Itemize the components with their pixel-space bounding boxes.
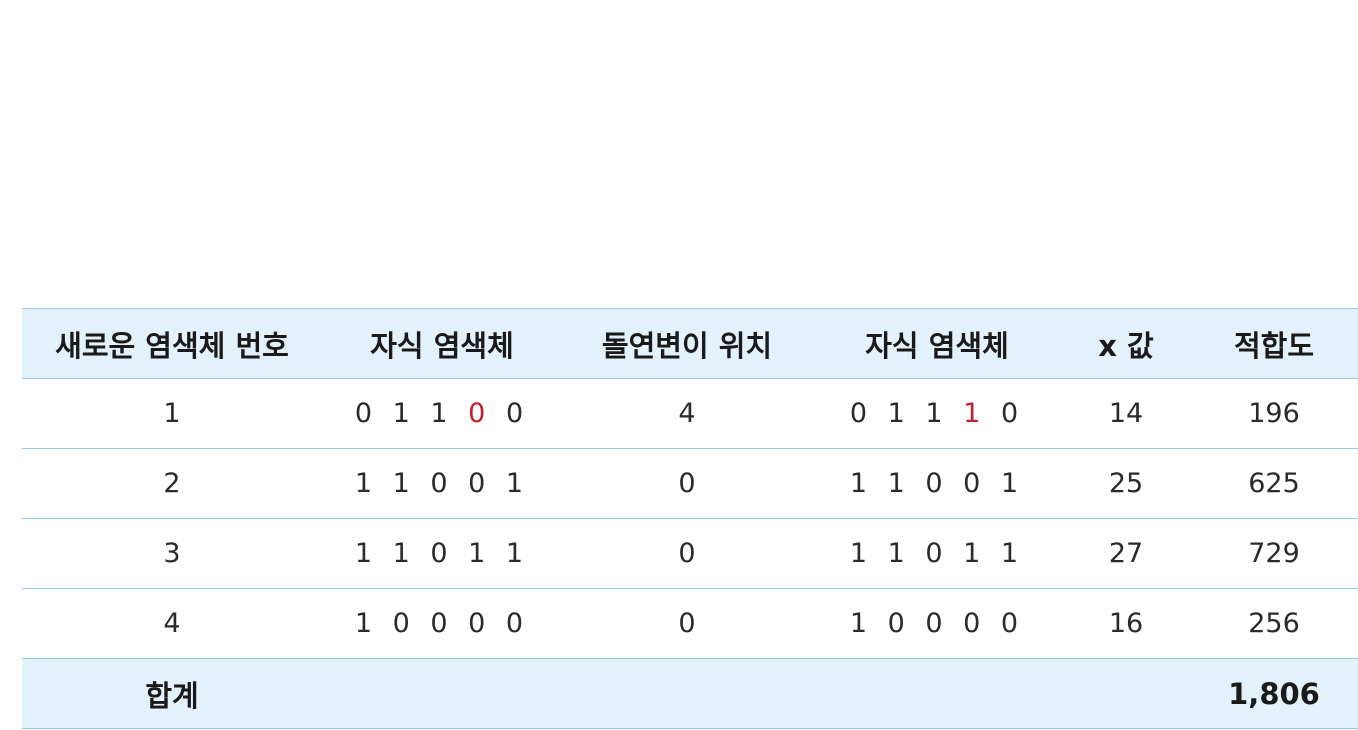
cell-x-value: 25 — [1062, 448, 1190, 519]
total-label: 합계 — [22, 658, 322, 729]
cell-mutation-position: 0 — [562, 588, 812, 659]
bits-suffix: 0 — [491, 398, 530, 429]
table-footer: 합계 1,806 — [22, 658, 1358, 729]
empty-cell — [562, 658, 812, 729]
bits-prefix: 1 1 0 1 1 — [849, 538, 1025, 569]
total-row: 합계 1,806 — [22, 658, 1358, 729]
cell-x-value: 27 — [1062, 518, 1190, 589]
bits-prefix: 1 1 0 0 1 — [849, 468, 1025, 499]
cell-x-value: 14 — [1062, 378, 1190, 449]
empty-cell — [812, 658, 1062, 729]
bits-prefix: 0 1 1 — [354, 398, 469, 429]
chromosome-mutation-table: 새로운 염색체 번호 자식 염색체 돌연변이 위치 자식 염색체 x 값 적합도… — [22, 308, 1358, 729]
bits-prefix: 1 1 0 0 1 — [354, 468, 530, 499]
cell-child-before: 1 0 0 0 0 — [322, 588, 562, 659]
cell-child-before: 0 1 1 0 0 — [322, 378, 562, 449]
table-body: 1 0 1 1 0 0 4 0 1 1 1 0 14 196 2 1 1 0 0… — [22, 378, 1358, 659]
cell-child-after: 1 1 0 1 1 — [812, 518, 1062, 589]
cell-fitness: 625 — [1190, 448, 1358, 519]
cell-mutation-position: 4 — [562, 378, 812, 449]
header-mutation-position: 돌연변이 위치 — [562, 308, 812, 379]
cell-child-before: 1 1 0 0 1 — [322, 448, 562, 519]
total-fitness: 1,806 — [1190, 658, 1358, 729]
table-row: 3 1 1 0 1 1 0 1 1 0 1 1 27 729 — [22, 518, 1358, 589]
header-new-chromosome-number: 새로운 염색체 번호 — [22, 308, 322, 379]
bits-suffix: 0 — [986, 398, 1025, 429]
cell-child-after: 1 1 0 0 1 — [812, 448, 1062, 519]
cell-child-after: 1 0 0 0 0 — [812, 588, 1062, 659]
cell-number: 2 — [22, 448, 322, 519]
header-child-chromosome-before: 자식 염색체 — [322, 308, 562, 379]
header-fitness: 적합도 — [1190, 308, 1358, 379]
cell-number: 1 — [22, 378, 322, 449]
cell-child-before: 1 1 0 1 1 — [322, 518, 562, 589]
cell-mutation-position: 0 — [562, 448, 812, 519]
cell-mutation-position: 0 — [562, 518, 812, 589]
header-row: 새로운 염색체 번호 자식 염색체 돌연변이 위치 자식 염색체 x 값 적합도 — [22, 308, 1358, 379]
mutated-bit: 0 — [468, 398, 492, 429]
cell-fitness: 256 — [1190, 588, 1358, 659]
table-row: 2 1 1 0 0 1 0 1 1 0 0 1 25 625 — [22, 448, 1358, 519]
table-row: 4 1 0 0 0 0 0 1 0 0 0 0 16 256 — [22, 588, 1358, 659]
cell-x-value: 16 — [1062, 588, 1190, 659]
table-header: 새로운 염색체 번호 자식 염색체 돌연변이 위치 자식 염색체 x 값 적합도 — [22, 308, 1358, 379]
bits-prefix: 1 0 0 0 0 — [849, 608, 1025, 639]
bits-prefix: 0 1 1 — [849, 398, 964, 429]
cell-fitness: 729 — [1190, 518, 1358, 589]
mutated-bit: 1 — [963, 398, 987, 429]
empty-cell — [1062, 658, 1190, 729]
bits-prefix: 1 0 0 0 0 — [354, 608, 530, 639]
header-x-value: x 값 — [1062, 308, 1190, 379]
cell-number: 4 — [22, 588, 322, 659]
cell-number: 3 — [22, 518, 322, 589]
cell-fitness: 196 — [1190, 378, 1358, 449]
cell-child-after: 0 1 1 1 0 — [812, 378, 1062, 449]
bits-prefix: 1 1 0 1 1 — [354, 538, 530, 569]
table-row: 1 0 1 1 0 0 4 0 1 1 1 0 14 196 — [22, 378, 1358, 449]
header-child-chromosome-after: 자식 염색체 — [812, 308, 1062, 379]
empty-cell — [322, 658, 562, 729]
